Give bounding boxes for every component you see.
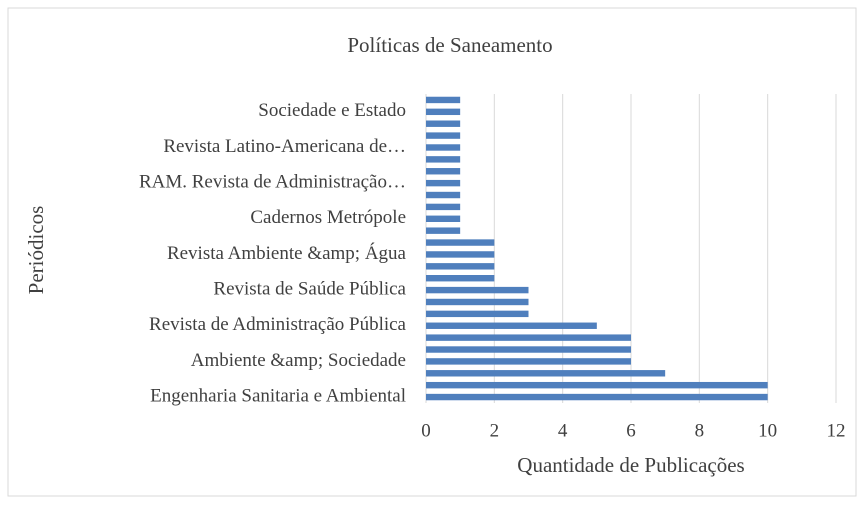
bar: [426, 108, 461, 116]
bar: [426, 286, 529, 294]
y-tick-label: Ambiente &amp; Sociedade: [191, 350, 406, 371]
bar: [426, 239, 495, 246]
x-tick-label: 4: [558, 420, 568, 441]
x-tick-label: 0: [421, 420, 431, 441]
y-axis-label: Periódicos: [24, 206, 48, 295]
bar: [426, 120, 461, 127]
bar: [426, 358, 631, 365]
x-tick-label: 10: [758, 420, 777, 441]
x-tick-label: 12: [827, 420, 846, 441]
bar: [426, 346, 631, 353]
bar: [426, 275, 495, 282]
y-tick-label: Revista de Administração Pública: [149, 314, 407, 335]
bar: [426, 251, 495, 258]
y-tick-label: Cadernos Metrópole: [250, 207, 406, 228]
bar: [426, 227, 461, 234]
x-tick-label: 6: [626, 420, 636, 441]
y-tick-label: Revista de Saúde Pública: [213, 278, 406, 299]
chart-title: Políticas de Saneamento: [347, 33, 552, 57]
bar: [426, 334, 631, 341]
bar: [426, 179, 461, 187]
y-tick-label: Engenharia Sanitaria e Ambiental: [150, 385, 406, 406]
bar: [426, 310, 529, 318]
bar: [426, 96, 461, 104]
bar: [426, 298, 529, 306]
bar: [426, 322, 597, 329]
x-tick-label: 8: [695, 420, 705, 441]
y-tick-label: Revista Ambiente &amp; Água: [167, 242, 407, 264]
bar: [426, 393, 768, 401]
bar: [426, 191, 461, 199]
x-axis-label: Quantidade de Publicações: [517, 453, 744, 477]
bar: [426, 132, 461, 139]
y-tick-label: Revista Latino-Americana de…: [163, 136, 406, 157]
x-tick-label: 2: [490, 420, 500, 441]
bar: [426, 370, 666, 377]
y-tick-label: Sociedade e Estado: [258, 100, 406, 121]
bar: [426, 215, 461, 222]
bar: [426, 144, 461, 151]
bar: [426, 168, 461, 175]
bar: [426, 263, 495, 270]
bar: [426, 381, 768, 389]
bar: [426, 203, 461, 211]
bar: [426, 156, 461, 163]
y-tick-label: RAM. Revista de Administração…: [139, 171, 406, 192]
